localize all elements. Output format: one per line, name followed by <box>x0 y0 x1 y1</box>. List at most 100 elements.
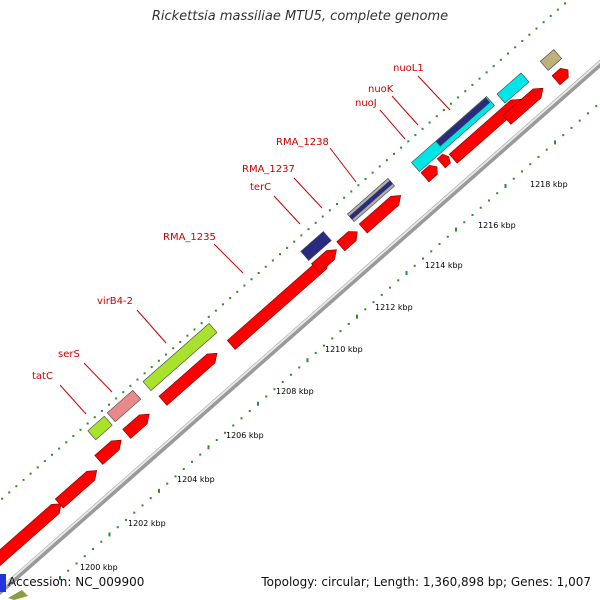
track-dot <box>380 293 383 296</box>
track-dot <box>166 482 169 485</box>
track-dot <box>100 409 103 412</box>
nuoL1-feature <box>435 97 491 147</box>
tick-labels: 1200 kbp 1202 kbp 1204 kbp 1206 kbp 1208 kbp… <box>80 180 568 572</box>
tick-label: 1200 kbp <box>80 563 118 572</box>
track-dot <box>92 547 94 550</box>
track-dot <box>200 322 203 325</box>
track-dot <box>108 403 110 406</box>
track-dot <box>537 155 540 158</box>
track-dot <box>143 372 146 375</box>
track-dot <box>51 453 53 456</box>
track-dot <box>450 102 452 105</box>
track-dot <box>529 163 532 166</box>
track-dot <box>413 264 416 267</box>
label-leaders <box>59 75 451 415</box>
cds-arrow <box>436 153 451 169</box>
track-dot <box>393 152 395 155</box>
track-dot <box>157 359 160 362</box>
track-dot <box>290 373 292 376</box>
track-dot <box>545 148 548 151</box>
track-dot <box>464 90 467 93</box>
terC-feature-shape <box>300 231 332 261</box>
track-dot <box>43 460 46 463</box>
tick-label: 1212 kbp <box>375 303 413 312</box>
gene-label: RMA_1235 <box>163 232 216 243</box>
track-dot <box>492 65 495 68</box>
track-dot <box>182 468 185 471</box>
track-dot <box>549 14 552 17</box>
leader-line <box>417 75 451 111</box>
leader-line <box>329 147 357 183</box>
track-dot <box>556 8 559 11</box>
track-dot <box>507 52 509 55</box>
track-dot <box>116 526 119 529</box>
track-dot <box>535 27 538 30</box>
backbone-highlight <box>0 60 600 591</box>
gene-label: RMA_1238 <box>276 137 329 148</box>
track-dot <box>79 428 82 431</box>
nuoK-feature <box>496 72 530 104</box>
track-dot <box>457 96 460 99</box>
track-dot <box>207 445 210 450</box>
cds-arrow-shape <box>502 87 544 125</box>
cds-arrow <box>336 231 358 252</box>
track-dot <box>122 391 125 394</box>
leader-line <box>59 384 87 415</box>
track-dot <box>528 33 531 36</box>
track-dot <box>471 83 474 86</box>
leader-line <box>273 195 301 225</box>
cds-arrow <box>122 413 150 439</box>
cds-arrow-shape <box>436 153 451 169</box>
backbone-line <box>0 59 600 596</box>
track-dot <box>587 112 589 115</box>
cds-arrow-shape <box>158 352 218 406</box>
track-dot <box>343 196 346 199</box>
track-dot <box>298 366 301 369</box>
track-dot <box>328 209 331 212</box>
track-dot <box>136 378 139 381</box>
track-dot <box>15 485 18 488</box>
outer-dot-track <box>1 2 566 500</box>
track-dot <box>471 214 474 216</box>
track-dot <box>293 240 296 243</box>
leader-line <box>391 95 419 126</box>
track-dot <box>193 328 196 331</box>
track-dot <box>564 2 566 5</box>
khaki-feature-shape <box>539 49 563 71</box>
track-dot <box>512 177 515 180</box>
gene-label: nuoJ <box>355 98 377 109</box>
track-dot <box>108 532 111 537</box>
serS-feature-shape <box>106 389 142 423</box>
track-dot <box>214 309 217 312</box>
track-dot <box>542 21 545 24</box>
track-dot <box>257 401 259 406</box>
track-dot <box>250 278 253 281</box>
track-dot <box>172 347 175 350</box>
track-dot <box>65 441 68 444</box>
track-dot <box>364 177 367 180</box>
cds-arrow-shape <box>358 195 402 234</box>
track-dot <box>67 569 70 572</box>
track-dot <box>129 384 132 387</box>
track-dot <box>385 159 388 162</box>
track-dot <box>336 203 338 206</box>
track-dot <box>281 380 284 383</box>
olive-feature <box>8 590 28 600</box>
track-dot <box>521 40 524 43</box>
tick-label: 1202 kbp <box>128 519 166 528</box>
cds-arrow-shape <box>551 68 569 86</box>
cds-arrow <box>420 165 438 183</box>
track-dot <box>125 518 127 521</box>
track-dot <box>158 488 160 493</box>
track-dot <box>179 340 182 343</box>
virB4-2-feature <box>142 323 218 391</box>
tick-label: 1208 kbp <box>276 387 314 396</box>
track-dot <box>339 330 342 333</box>
track-dot <box>421 127 424 130</box>
track-dot <box>72 435 75 438</box>
leader-line <box>83 362 113 393</box>
track-dot <box>279 253 281 256</box>
track-dot <box>438 243 441 246</box>
inner-dot-track <box>59 105 598 580</box>
track-dot <box>186 334 189 337</box>
